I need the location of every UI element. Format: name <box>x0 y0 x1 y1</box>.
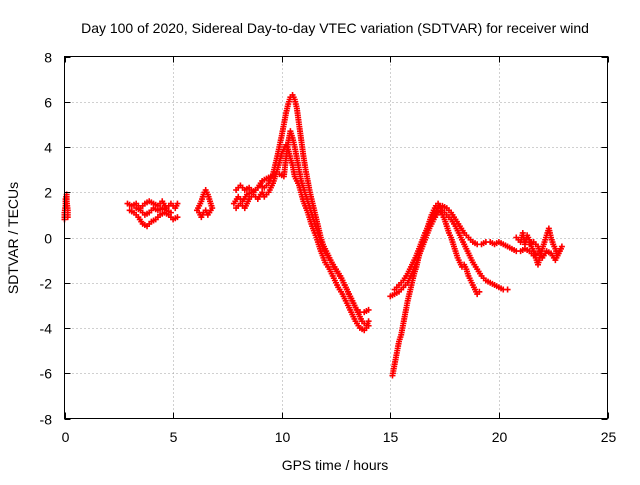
series-main-upper <box>230 91 372 316</box>
data-point <box>365 306 372 313</box>
x-tick-label: 10 <box>275 429 291 445</box>
y-tick-label: 8 <box>44 50 52 66</box>
x-tick-label: 0 <box>62 429 70 445</box>
y-axis-tick-labels: -8 -6 -4 -2 0 2 4 6 8 <box>40 50 53 428</box>
series-main-lower <box>233 141 372 334</box>
data-point <box>476 288 483 295</box>
x-tick-label: 15 <box>383 429 399 445</box>
x-tick-label: 25 <box>601 429 617 445</box>
y-tick-label: -6 <box>40 366 53 382</box>
data-series <box>61 91 565 379</box>
y-tick-label: 0 <box>44 231 52 247</box>
series-segment-start <box>61 191 71 223</box>
data-point <box>526 241 533 248</box>
data-point <box>504 286 511 293</box>
data-point <box>196 209 203 216</box>
axis-ticks <box>64 56 609 420</box>
data-point <box>174 214 181 221</box>
series-afternoon-b <box>391 202 541 293</box>
series-segment-6-7h <box>193 186 216 221</box>
y-tick-label: -2 <box>40 276 53 292</box>
series-segment-3-5h-c <box>133 205 174 218</box>
data-point <box>167 209 174 216</box>
y-tick-label: 6 <box>44 95 52 111</box>
x-tick-label: 5 <box>170 429 178 445</box>
x-axis-tick-labels: 0 5 10 15 20 25 <box>62 429 617 445</box>
y-tick-label: 4 <box>44 140 52 156</box>
x-axis-title: GPS time / hours <box>282 457 389 473</box>
data-point <box>365 322 372 329</box>
series-afternoon-a <box>387 207 511 300</box>
series-segment-3-5h-a <box>124 198 181 212</box>
data-point <box>174 200 181 207</box>
data-point <box>64 214 71 221</box>
series-evening <box>513 225 565 268</box>
y-tick-label: 2 <box>44 185 52 201</box>
y-axis-title: SDTVAR / TECUs <box>5 182 21 294</box>
y-tick-label: -4 <box>40 321 53 337</box>
y-tick-label: -8 <box>40 412 53 428</box>
plot-frame <box>64 56 608 419</box>
x-tick-label: 20 <box>492 429 508 445</box>
chart-title: Day 100 of 2020, Sidereal Day-to-day VTE… <box>81 20 589 36</box>
